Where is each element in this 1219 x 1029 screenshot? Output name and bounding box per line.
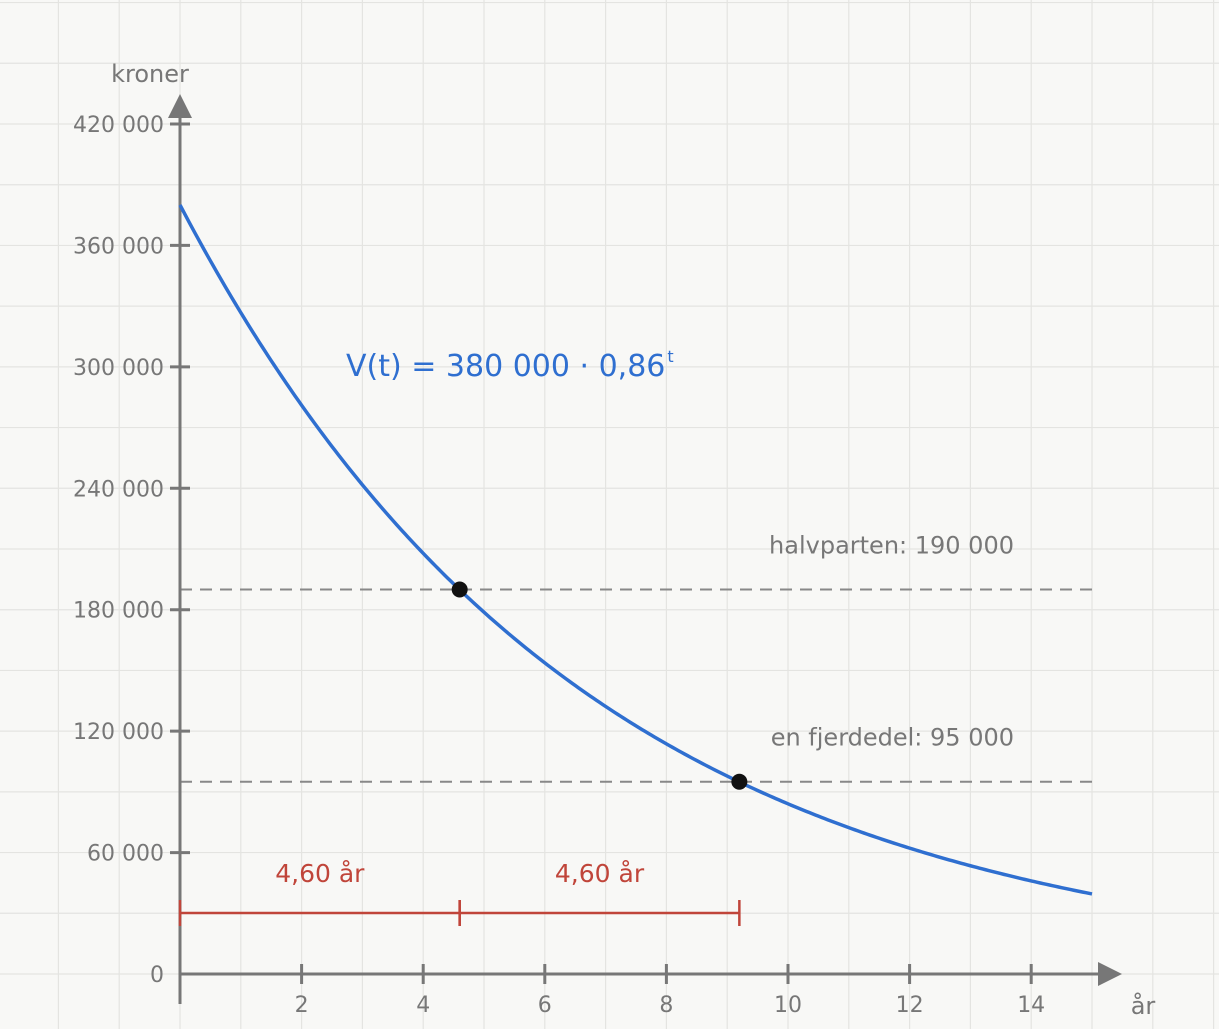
y-axis-title: kroner (111, 60, 189, 88)
x-tick-label: 10 (774, 993, 802, 1018)
x-tick-label: 4 (416, 993, 430, 1018)
y-tick-label: 60 000 (87, 842, 164, 867)
data-point (451, 581, 468, 598)
decay-curve (178, 204, 1093, 896)
formula-exponent: t (667, 347, 673, 366)
curve-formula: V(t) = 380 000 · 0,86 t (346, 347, 674, 384)
reference-line-label: halvparten: 190 000 (769, 531, 1014, 559)
x-tick-label: 6 (538, 993, 552, 1018)
reference-lines: halvparten: 190 000 en fjerdedel: 95 000 (180, 531, 1092, 783)
reference-line-label: en fjerdedel: 95 000 (771, 724, 1014, 752)
x-tick-label: 2 (295, 993, 309, 1018)
interval-label: 4,60 år (275, 859, 365, 888)
y-ticks: 0 60 000 120 000 180 000 240 000 300 000 360 0… (73, 113, 190, 988)
y-tick-label: 180 000 (73, 599, 164, 624)
y-axis-arrow (168, 94, 192, 118)
intervals: 4,60 år 4,60 år (178, 859, 741, 926)
x-tick-label: 12 (896, 993, 924, 1018)
interval-label: 4,60 år (555, 859, 645, 888)
formula-main: V(t) = 380 000 · 0,86 (346, 349, 665, 384)
x-tick-label: 14 (1017, 993, 1045, 1018)
y-tick-label: 240 000 (73, 477, 164, 502)
y-tick-label: 360 000 (73, 234, 164, 259)
data-point (731, 773, 748, 790)
y-tick-label: 300 000 (73, 356, 164, 381)
points (451, 581, 748, 790)
x-ticks: 2 4 6 8 10 12 14 (295, 964, 1045, 1018)
x-axis-arrow (1098, 962, 1122, 986)
y-tick-label: 120 000 (73, 720, 164, 745)
y-tick-label: 420 000 (73, 113, 164, 138)
y-tick-label: 0 (150, 963, 164, 988)
axes (168, 94, 1122, 1004)
x-tick-label: 8 (659, 993, 673, 1018)
x-axis-title: år (1131, 991, 1156, 1020)
